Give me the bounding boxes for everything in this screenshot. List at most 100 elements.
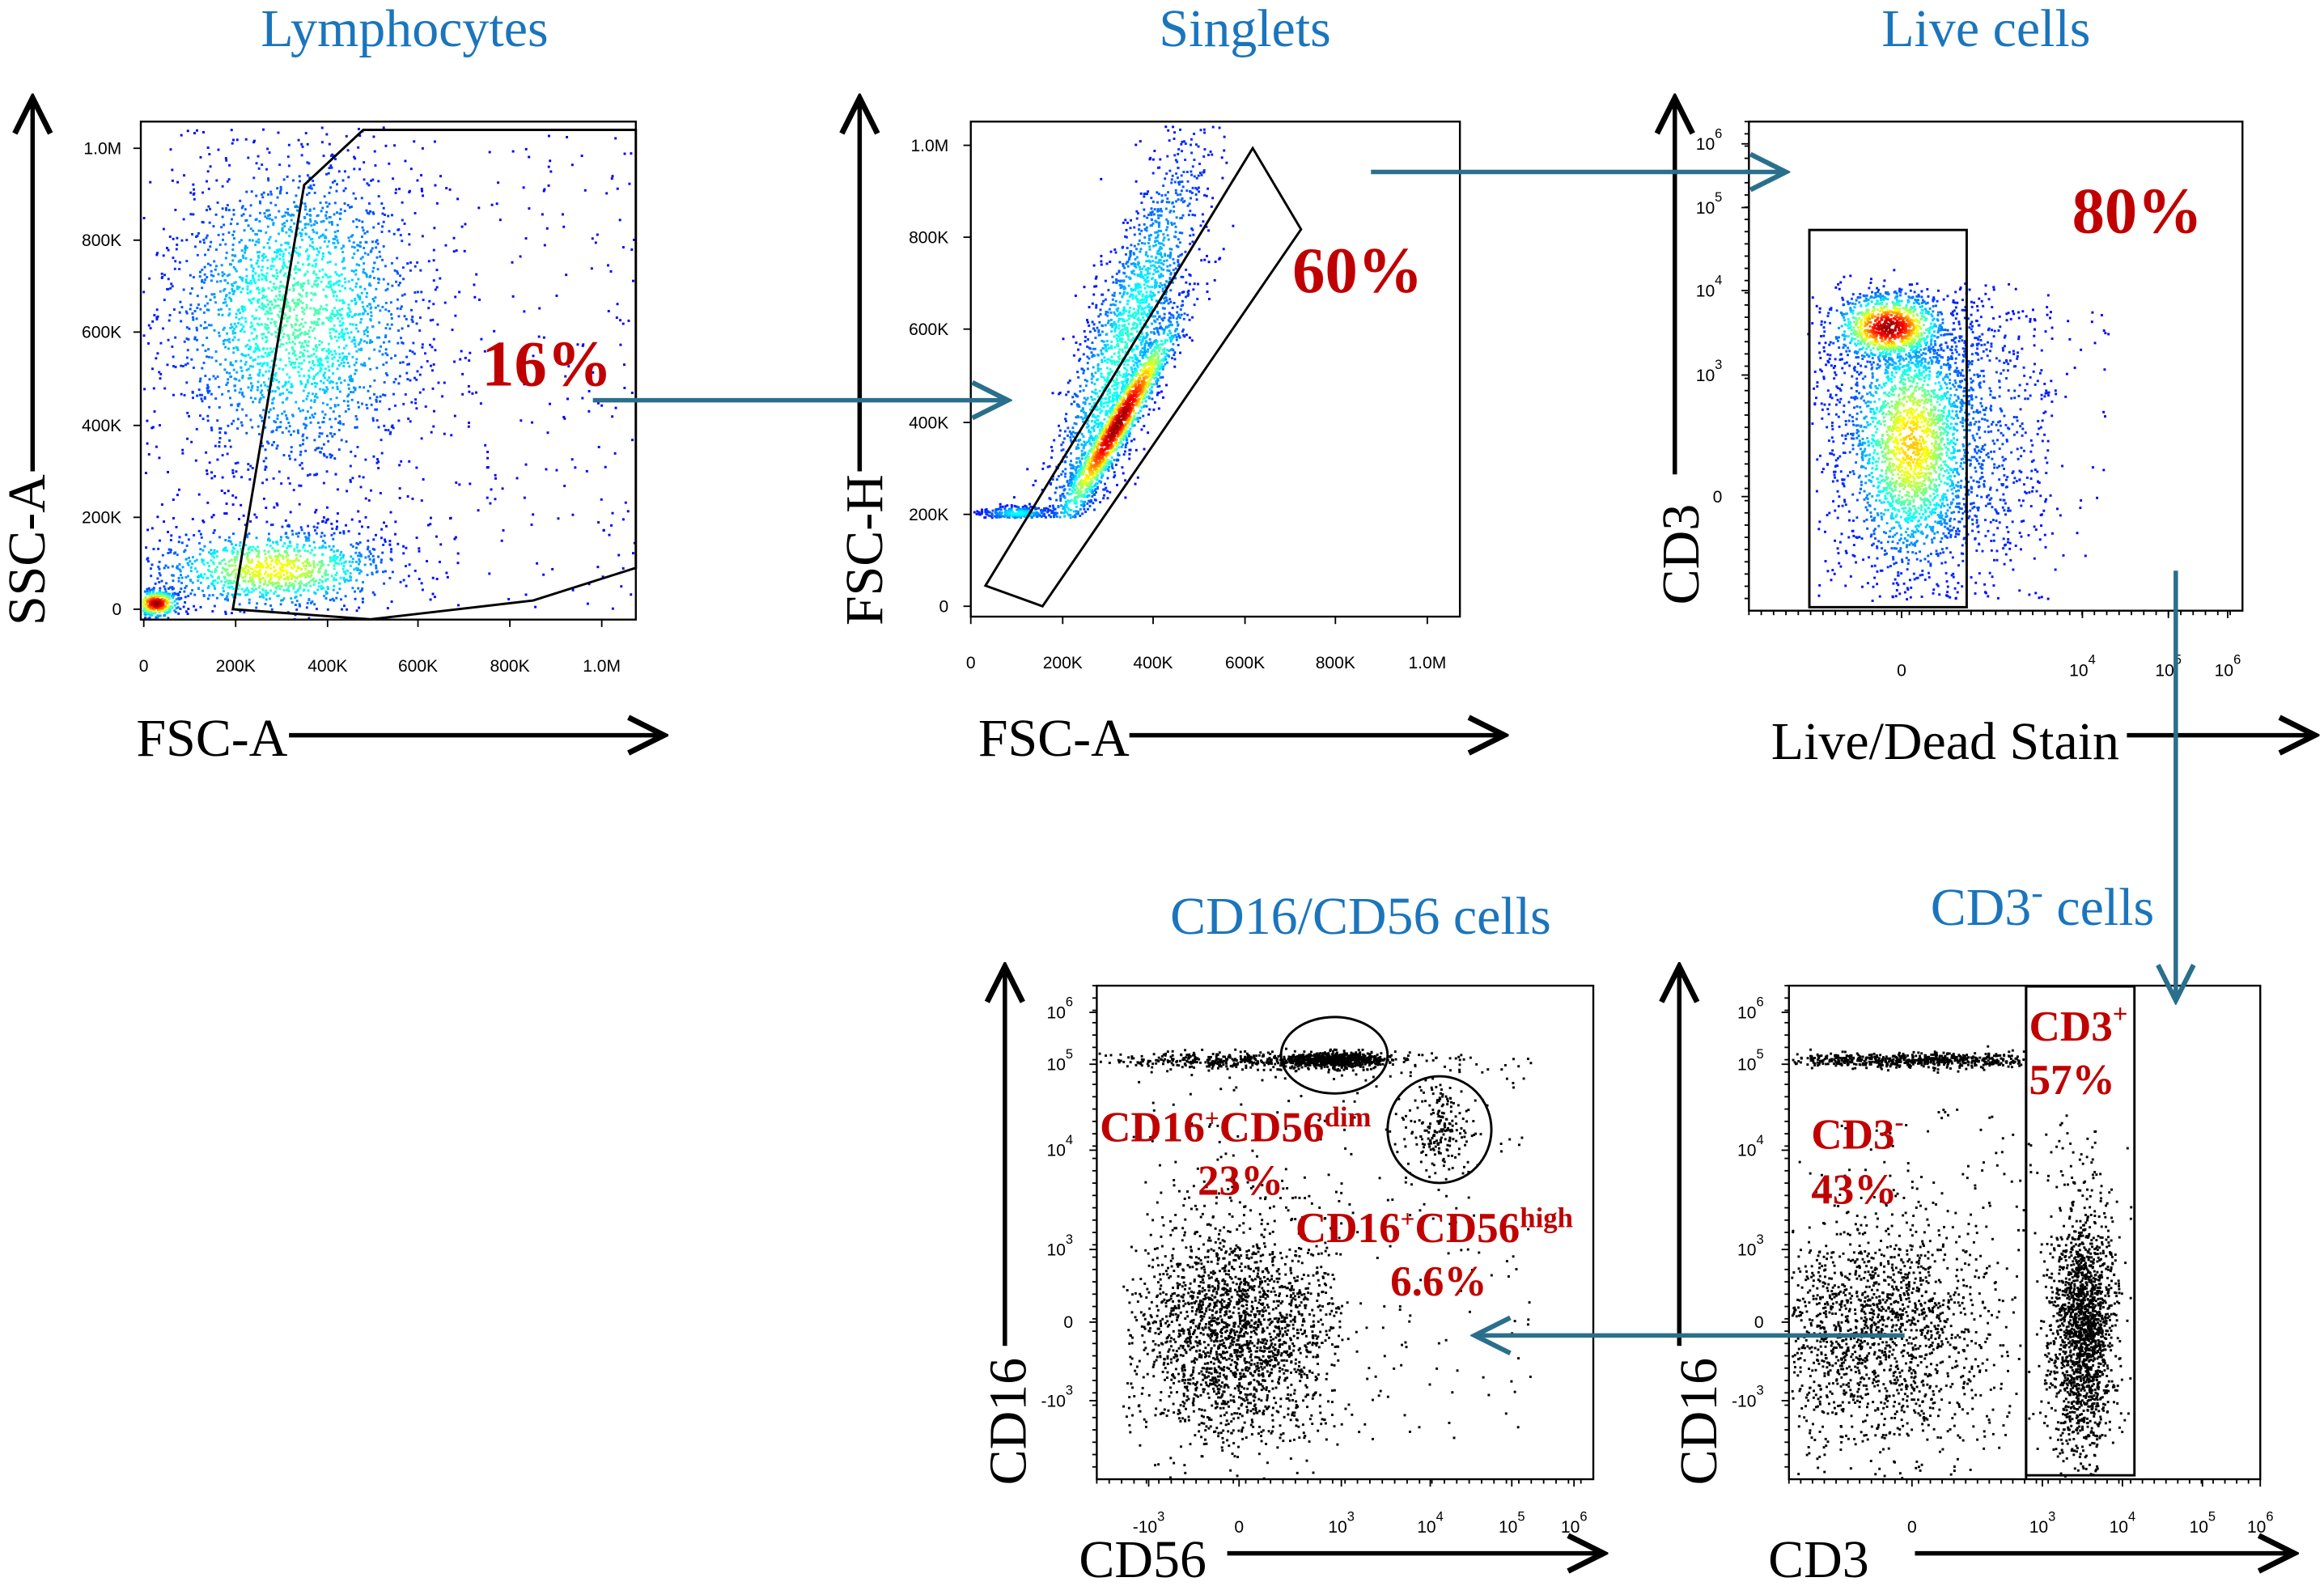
data-point xyxy=(1177,265,1180,267)
data-point xyxy=(285,536,288,539)
data-point xyxy=(380,439,383,442)
data-point xyxy=(292,351,295,354)
data-point xyxy=(1076,371,1079,374)
data-point xyxy=(243,305,246,308)
data-point xyxy=(384,538,386,541)
data-point xyxy=(415,536,418,540)
data-point xyxy=(335,396,338,400)
data-point xyxy=(207,565,210,568)
data-point xyxy=(1062,485,1066,488)
data-point xyxy=(231,612,233,615)
data-point xyxy=(519,255,522,258)
data-point xyxy=(394,520,397,524)
data-point xyxy=(571,588,575,592)
data-point xyxy=(1179,308,1182,311)
data-point xyxy=(171,179,174,182)
data-point xyxy=(191,581,194,584)
data-point xyxy=(1177,259,1180,262)
data-point xyxy=(276,575,279,579)
data-point xyxy=(257,355,260,358)
data-point xyxy=(253,569,257,572)
data-point xyxy=(374,306,377,309)
data-point xyxy=(299,584,302,587)
data-point xyxy=(240,359,243,363)
data-point xyxy=(361,226,364,229)
data-point xyxy=(1070,460,1073,463)
data-point xyxy=(278,562,282,565)
data-point xyxy=(171,346,174,348)
data-point xyxy=(547,184,550,187)
data-point xyxy=(152,587,155,590)
data-point xyxy=(313,382,316,385)
data-point xyxy=(248,346,252,349)
data-point xyxy=(1158,316,1160,319)
data-point xyxy=(262,355,265,358)
data-point xyxy=(369,552,372,555)
data-point xyxy=(291,348,295,351)
data-point xyxy=(409,269,412,272)
data-point xyxy=(290,577,293,580)
data-point xyxy=(241,287,244,290)
data-point xyxy=(155,616,158,619)
data-point xyxy=(397,272,400,275)
data-point xyxy=(272,222,275,225)
data-point xyxy=(1083,507,1086,511)
data-point xyxy=(287,352,290,355)
data-point xyxy=(238,402,241,405)
data-point xyxy=(632,279,634,282)
data-point xyxy=(1019,507,1021,511)
data-point xyxy=(303,549,307,552)
data-point xyxy=(1060,504,1063,507)
data-point xyxy=(1177,315,1180,318)
data-point xyxy=(202,281,206,284)
data-point xyxy=(181,448,184,452)
data-point xyxy=(314,220,317,223)
data-point xyxy=(388,543,392,546)
data-point xyxy=(322,416,325,419)
data-point xyxy=(235,346,239,350)
data-point xyxy=(336,239,339,242)
data-point xyxy=(248,282,250,285)
data-point xyxy=(216,581,219,584)
data-point xyxy=(303,349,306,352)
data-point xyxy=(308,416,312,419)
data-point xyxy=(426,524,430,527)
data-point xyxy=(1049,498,1052,501)
data-point xyxy=(246,536,249,539)
data-point xyxy=(1188,318,1191,321)
data-point xyxy=(311,413,314,417)
gate-polygon[interactable] xyxy=(231,129,638,621)
data-point xyxy=(1202,155,1206,158)
data-point xyxy=(1188,202,1191,206)
data-point xyxy=(397,542,400,545)
data-point xyxy=(1188,273,1191,276)
data-point xyxy=(325,592,329,595)
data-point xyxy=(242,256,245,259)
data-point xyxy=(1181,299,1184,303)
data-point xyxy=(390,357,393,360)
data-point xyxy=(251,587,254,591)
data-point xyxy=(1206,254,1208,257)
data-point xyxy=(1071,396,1075,399)
data-point xyxy=(1133,438,1136,441)
data-point xyxy=(304,250,307,253)
data-point xyxy=(244,244,247,248)
data-point xyxy=(325,133,329,136)
data-point xyxy=(265,557,268,560)
data-point xyxy=(280,585,283,588)
data-point xyxy=(330,454,333,457)
data-point xyxy=(1064,468,1067,471)
data-point xyxy=(303,583,306,587)
data-point xyxy=(350,245,354,248)
data-point xyxy=(1065,419,1067,422)
data-point xyxy=(244,570,247,574)
data-point xyxy=(393,269,397,272)
data-point xyxy=(285,298,288,301)
data-point xyxy=(1155,326,1158,329)
data-point xyxy=(1181,275,1185,278)
data-point xyxy=(294,604,297,607)
data-point xyxy=(984,516,987,519)
data-point xyxy=(1121,466,1124,469)
data-point xyxy=(206,391,210,394)
